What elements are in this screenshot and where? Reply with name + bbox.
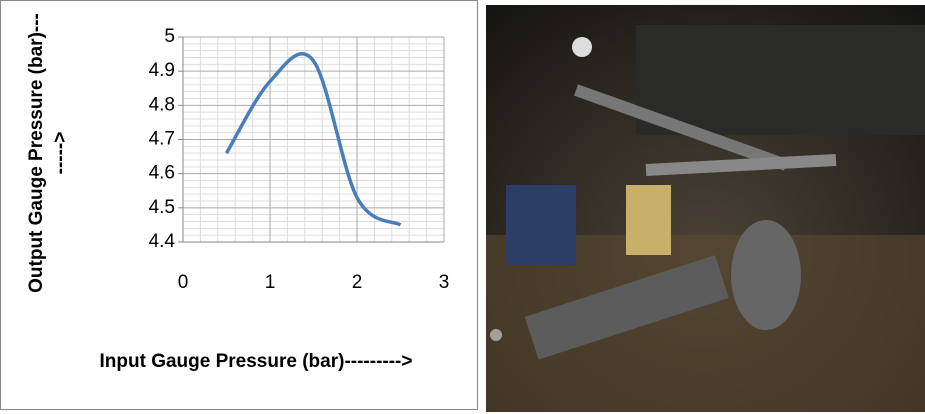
photo-gauge [490, 329, 502, 341]
x-axis-label: Input Gauge Pressure (bar)---------> [91, 347, 421, 377]
y-tick-label: 4.8 [149, 94, 175, 115]
y-tick-label: 4.9 [149, 60, 175, 81]
photo-hose [626, 185, 671, 255]
x-tick-label: 1 [265, 272, 276, 293]
chart-frame: 4.4 4.5 4.6 4.7 4.8 4.9 5 0 1 2 3 Output Gauge Pre… [0, 0, 478, 410]
y-axis-label: Output Gauge Pressure (bar)--------> [25, 13, 73, 293]
photo-bench [636, 25, 925, 135]
photo [486, 5, 925, 412]
y-tick-label: 4.5 [149, 197, 175, 218]
y-tick-label: 4.7 [149, 129, 175, 150]
x-tick-label: 2 [352, 272, 363, 293]
photo-pump [731, 220, 801, 330]
photo-motor [506, 185, 576, 265]
x-tick-label: 0 [178, 272, 189, 293]
y-tick-label: 4.6 [149, 163, 175, 184]
page: {"chart_data": {"type": "line", "x": [0.… [0, 0, 925, 412]
y-tick-label: 5 [164, 26, 175, 47]
photo-gauge [572, 37, 592, 57]
y-tick-label: 4.4 [149, 231, 176, 252]
x-tick-label: 3 [439, 272, 450, 293]
